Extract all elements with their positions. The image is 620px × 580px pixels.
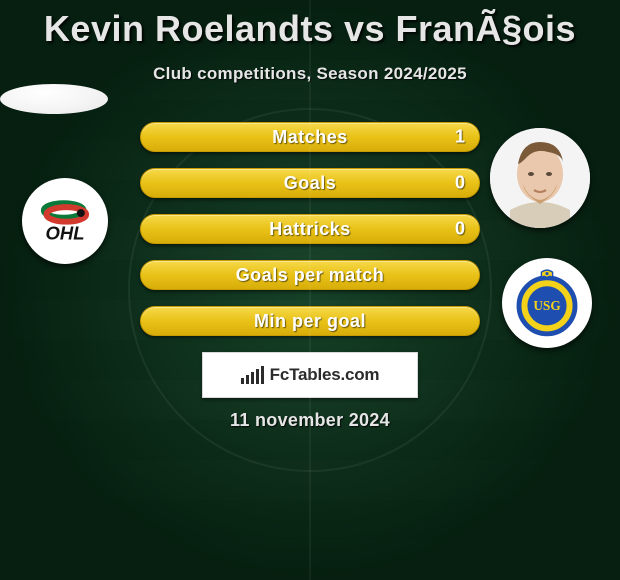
subtitle: Club competitions, Season 2024/2025 bbox=[0, 64, 620, 84]
club-badge-left: OHL bbox=[22, 178, 108, 264]
stat-label: Matches bbox=[272, 127, 348, 148]
union-sg-logo-icon: USG bbox=[512, 268, 582, 338]
brand-text: FcTables.com bbox=[270, 365, 380, 385]
stat-row-hattricks: Hattricks 0 bbox=[140, 214, 480, 244]
stat-label: Min per goal bbox=[254, 311, 366, 332]
page-title: Kevin Roelandts vs FranÃ§ois bbox=[0, 0, 620, 50]
date-line: 11 november 2024 bbox=[230, 410, 390, 431]
stat-row-matches: Matches 1 bbox=[140, 122, 480, 152]
stat-row-min-per-goal: Min per goal bbox=[140, 306, 480, 336]
stat-right-value: 0 bbox=[455, 173, 465, 194]
stat-right-value: 0 bbox=[455, 219, 465, 240]
svg-text:OHL: OHL bbox=[46, 222, 85, 243]
ohl-logo-icon: OHL bbox=[32, 188, 98, 254]
stat-label: Goals bbox=[284, 173, 337, 194]
player-avatar-left bbox=[0, 84, 108, 114]
stat-right-value: 1 bbox=[455, 127, 465, 148]
player-avatar-right bbox=[490, 128, 590, 228]
stat-row-goals: Goals 0 bbox=[140, 168, 480, 198]
club-badge-right: USG bbox=[502, 258, 592, 348]
stats-panel: Matches 1 Goals 0 Hattricks 0 Goals per … bbox=[140, 122, 480, 352]
stat-label: Hattricks bbox=[269, 219, 351, 240]
stat-row-goals-per-match: Goals per match bbox=[140, 260, 480, 290]
svg-text:USG: USG bbox=[533, 298, 560, 313]
brand-box[interactable]: FcTables.com bbox=[202, 352, 418, 398]
player-portrait-icon bbox=[490, 128, 590, 228]
bar-chart-icon bbox=[241, 366, 264, 384]
stat-label: Goals per match bbox=[236, 265, 385, 286]
